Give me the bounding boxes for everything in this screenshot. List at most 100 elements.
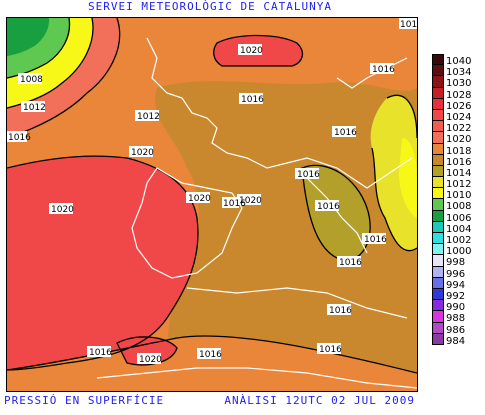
svg-text:1016: 1016 (223, 199, 246, 209)
svg-text:1016: 1016 (297, 170, 320, 180)
legend-label: 1010 (446, 190, 472, 202)
legend-item: 992 (432, 288, 482, 302)
legend-swatch (432, 210, 444, 222)
svg-text:101: 101 (400, 20, 417, 30)
svg-text:1020: 1020 (240, 46, 263, 56)
legend-label: 1022 (446, 123, 472, 135)
isobar-label: 1020 (49, 203, 74, 215)
svg-text:1012: 1012 (23, 103, 46, 113)
svg-text:1020: 1020 (188, 194, 211, 204)
legend-label: 994 (446, 279, 466, 291)
legend-swatch (432, 54, 444, 66)
legend-swatch (432, 333, 444, 345)
legend-swatch (432, 121, 444, 133)
legend-label: 1012 (446, 179, 472, 191)
legend-item: 1028 (432, 87, 482, 101)
isobar-lines (7, 18, 417, 374)
svg-text:1020: 1020 (239, 196, 262, 206)
legend-swatch (432, 143, 444, 155)
legend-swatch (432, 188, 444, 200)
svg-text:1016: 1016 (8, 133, 31, 143)
field-1016 (154, 81, 417, 391)
legend-label: 998 (446, 257, 466, 269)
legend-swatch (432, 288, 444, 301)
field-1010 (399, 138, 417, 218)
svg-text:1016: 1016 (334, 128, 357, 138)
svg-text:1016: 1016 (364, 235, 387, 245)
isobar-label: 1016 (87, 346, 112, 358)
legend-swatch (432, 177, 444, 189)
svg-text:1016: 1016 (319, 345, 342, 355)
legend-swatch (432, 244, 444, 256)
legend-item: 1006 (432, 210, 482, 224)
isobar-label: 1016 (239, 93, 264, 105)
svg-text:1016: 1016 (199, 350, 222, 360)
legend-label: 984 (446, 335, 466, 347)
isobar-label: 1016 (222, 197, 246, 209)
legend-item: 1026 (432, 98, 482, 111)
legend-label: 1016 (446, 156, 472, 168)
svg-text:1016: 1016 (339, 258, 362, 268)
legend-swatch (432, 277, 444, 289)
legend-label: 1040 (446, 56, 472, 67)
isobar-label: 1016 (7, 131, 31, 143)
legend-item: 998 (432, 255, 482, 269)
legend-label: 1004 (446, 223, 472, 235)
isobar-label: 1016 (370, 63, 395, 75)
legend-label: 1014 (446, 167, 472, 179)
svg-text:1020: 1020 (131, 148, 154, 158)
legend-item: 994 (432, 277, 482, 291)
map-title: SERVEI METEOROLÒGIC DE CATALUNYA (88, 0, 332, 13)
svg-text:1016: 1016 (372, 65, 395, 75)
legend-label: 986 (446, 324, 466, 336)
isobar-label: 1016 (197, 348, 222, 360)
legend-swatch (432, 87, 444, 99)
legend-swatch (432, 300, 444, 312)
legend-swatch (432, 109, 444, 122)
legend-label: 1028 (446, 89, 472, 101)
legend-swatch (432, 132, 444, 144)
legend-item: 1000 (432, 244, 482, 258)
isobar-labels: 1008 1012 1016 1012 1020 1020 1020 1016 … (7, 18, 417, 365)
isobar-label: 101 (399, 18, 417, 30)
legend-label: 1018 (446, 145, 472, 157)
isobar-label: 1020 (186, 192, 211, 204)
legend-label: 1024 (446, 111, 472, 123)
isobar-label: 1016 (362, 233, 387, 245)
svg-text:1016: 1016 (329, 306, 352, 316)
legend-swatch (432, 266, 444, 278)
legend-swatch (432, 76, 444, 88)
pressure-map: 1008 1012 1016 1012 1020 1020 1020 1016 … (6, 17, 418, 392)
isobar-label: 1008 (18, 73, 43, 85)
pressure-legend: 1040 1034 1030 1028 1026 1024 1022 1020 1018 1016… (432, 54, 482, 347)
legend-item: 990 (432, 300, 482, 313)
legend-swatch (432, 233, 444, 245)
coastlines (96, 37, 417, 389)
isobar-label: 1016 (295, 168, 320, 180)
legend-label: 1030 (446, 78, 472, 90)
svg-text:1012: 1012 (137, 112, 160, 122)
isobar-label: 1020 (137, 353, 162, 365)
legend-item: 1016 (432, 154, 482, 168)
legend-label: 1000 (446, 246, 472, 258)
svg-text:1020: 1020 (51, 205, 74, 215)
legend-label: 992 (446, 290, 466, 302)
legend-item: 984 (432, 333, 482, 347)
legend-label: 996 (446, 268, 466, 280)
legend-item: 1002 (432, 233, 482, 246)
legend-item: 1018 (432, 143, 482, 157)
isobar-label: 1020 (129, 146, 154, 158)
isobar-label: 1016 (317, 343, 342, 355)
legend-item: 1040 (432, 54, 482, 67)
svg-text:1008: 1008 (20, 75, 43, 85)
map-subtitle: PRESSIÓ EN SUPERFÍCIE (4, 394, 165, 407)
svg-text:1016: 1016 (317, 202, 340, 212)
legend-label: 1006 (446, 212, 472, 224)
legend-swatch (432, 165, 444, 178)
legend-label: 988 (446, 313, 466, 325)
legend-item: 1012 (432, 177, 482, 191)
isobar-label: 1020 (237, 194, 262, 206)
legend-item: 1020 (432, 132, 482, 145)
legend-label: 1002 (446, 235, 472, 246)
legend-swatch (432, 154, 444, 166)
